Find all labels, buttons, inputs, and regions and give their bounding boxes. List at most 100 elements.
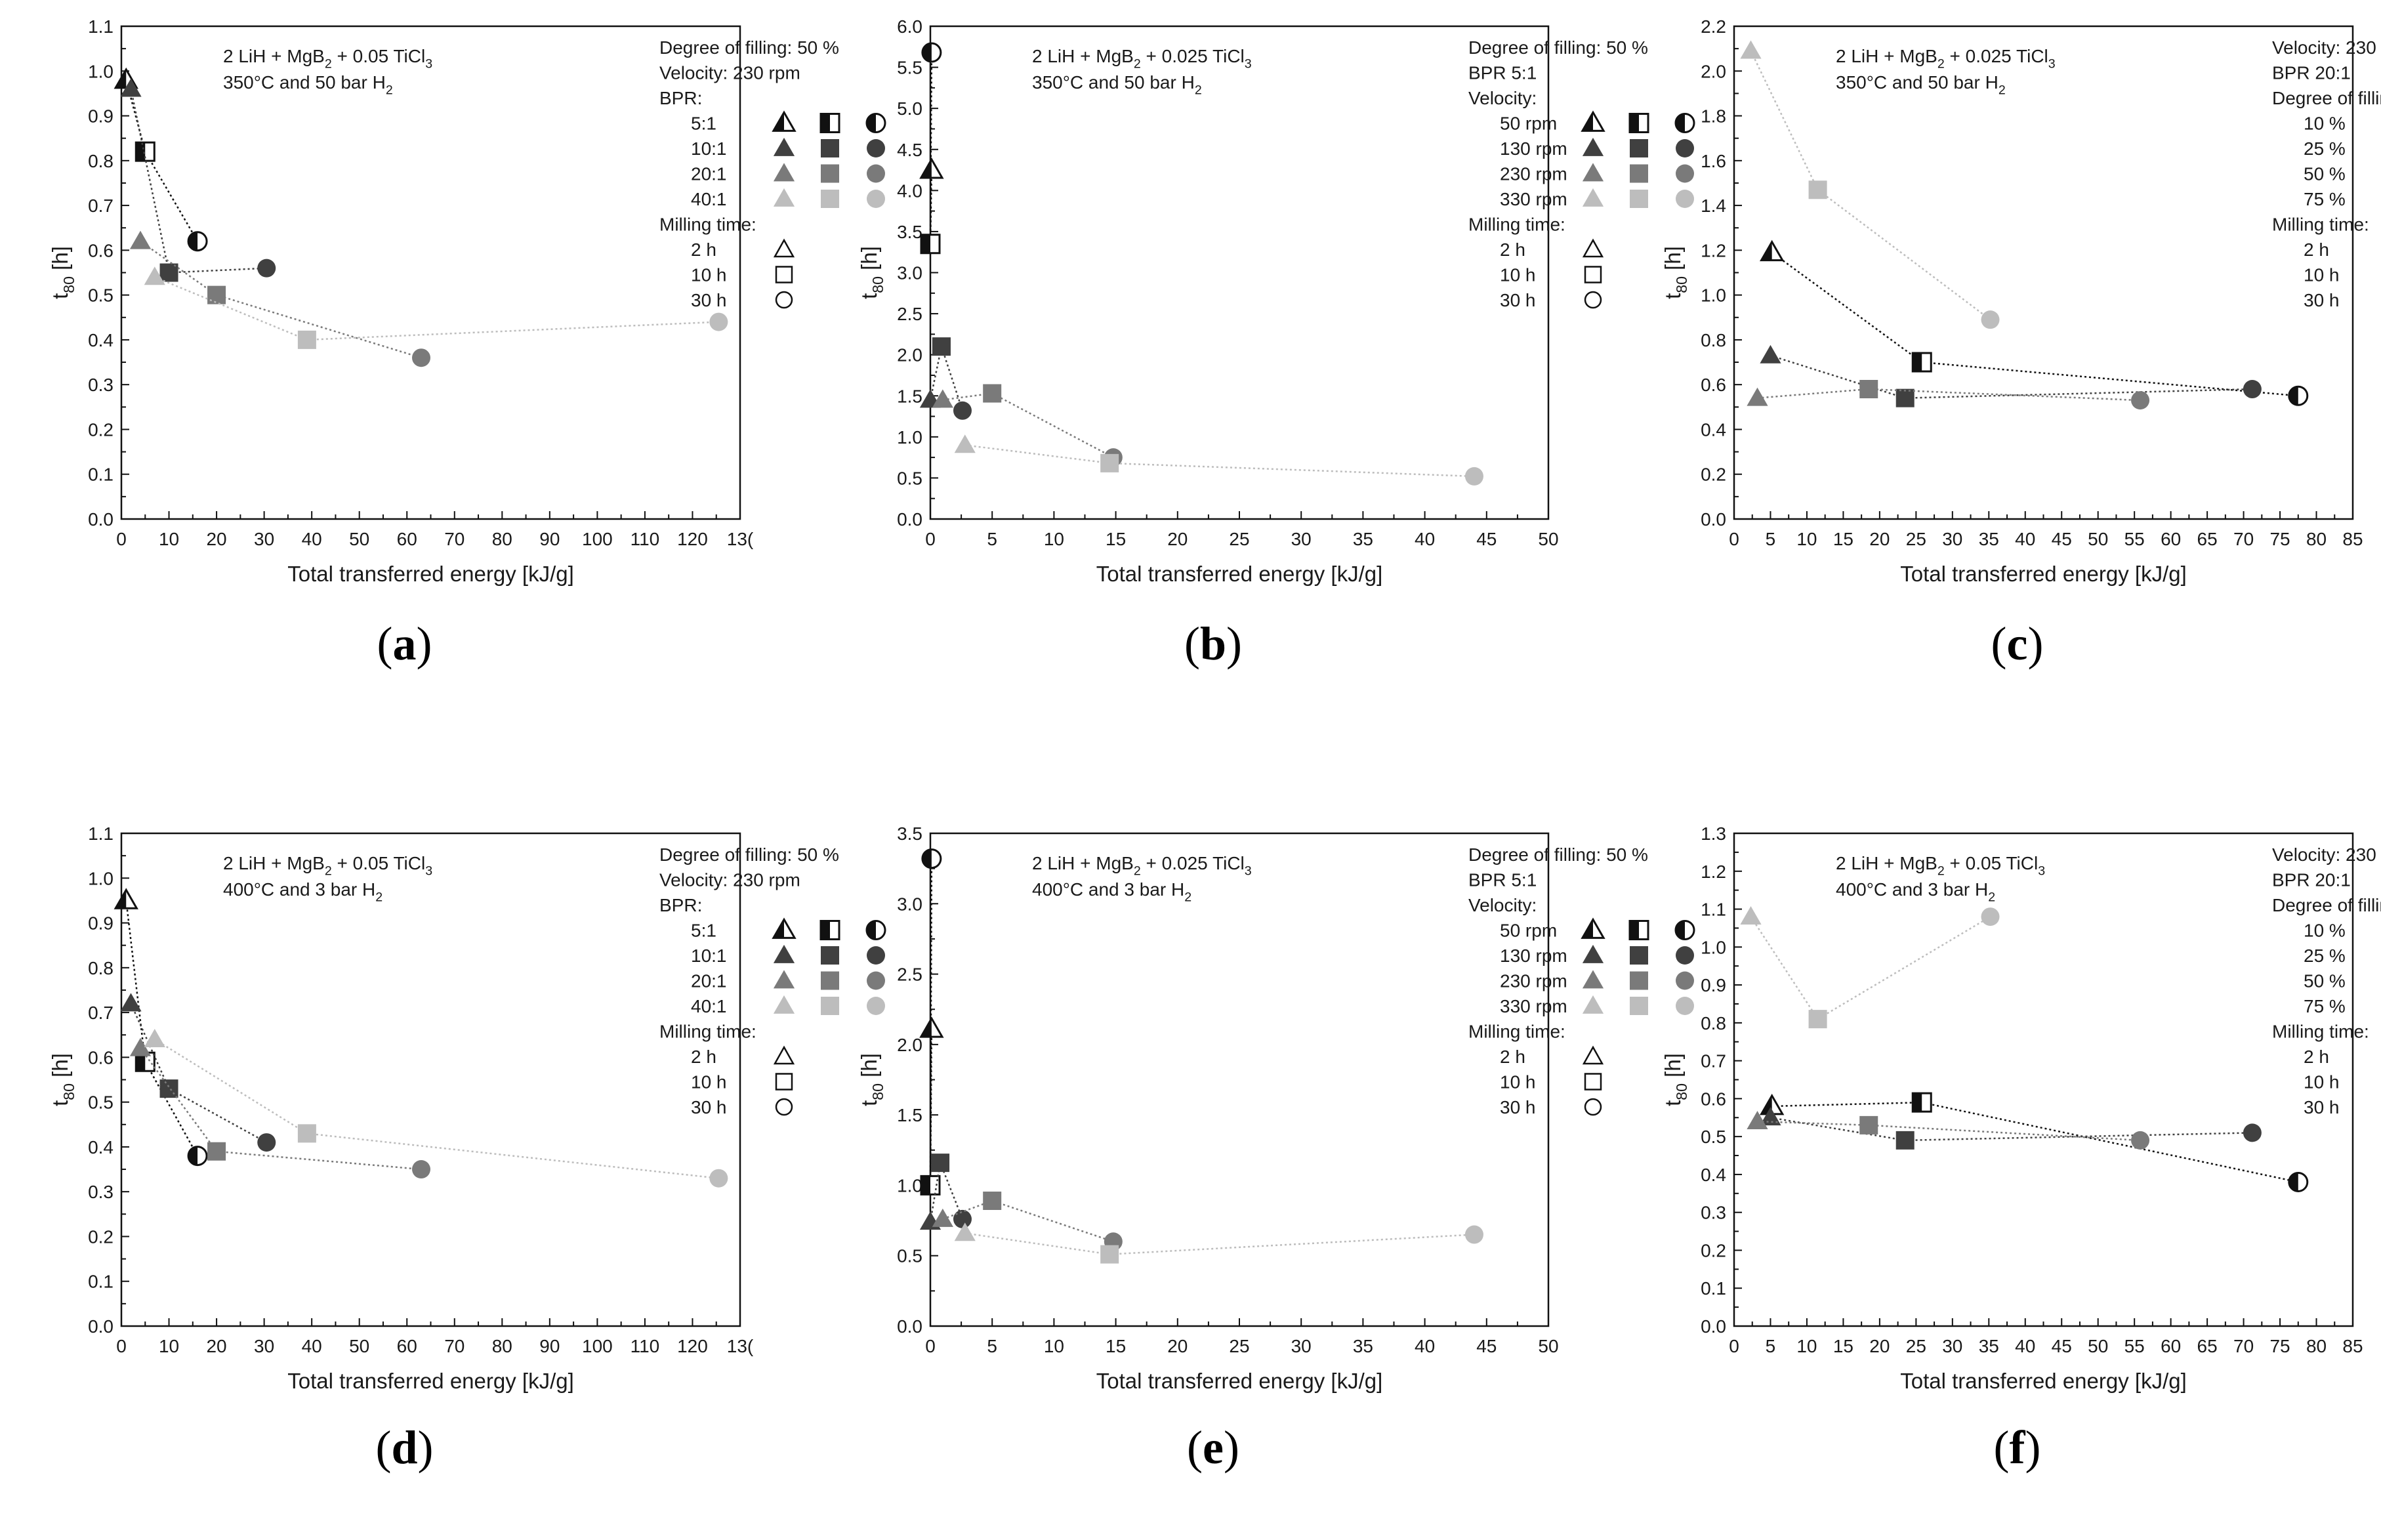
legend-marker-circle	[1676, 971, 1694, 990]
legend-time-label: 30 h	[1500, 1097, 1536, 1117]
y-tick-label: 0.0	[897, 1316, 922, 1337]
y-tick-label: 1.4	[1701, 196, 1726, 216]
y-tick-label: 3.5	[897, 823, 922, 844]
x-axis: 0 10 20 30 40 50 60 70 80 90 100 110 120 13(	[116, 1318, 754, 1356]
legend-open-square	[775, 1073, 793, 1091]
x-tick-label: 30	[254, 1336, 274, 1356]
x-tick-label: 10	[159, 529, 179, 549]
y-tick-label: 1.1	[1701, 900, 1726, 920]
legend-marker-triangle	[1582, 137, 1604, 156]
y-tick-label: 0.6	[1701, 375, 1726, 395]
data-point-circle	[1464, 467, 1483, 486]
series-line	[1757, 1120, 2141, 1142]
data-point-square	[932, 337, 951, 356]
x-tick-label: 40	[1415, 529, 1435, 549]
data-point-square	[1895, 388, 1915, 407]
data-point-triangle	[1747, 1110, 1768, 1129]
legend-marker-circle	[1676, 997, 1694, 1015]
chart-panel-a: 0.0 0.1 0.2 0.3 0.4 0.5 0.6 0.7 0.8 0.9 1.0 1.1 0 10 2…	[48, 16, 886, 586]
y-axis-label: t80​ [h]	[1661, 1053, 1690, 1106]
data-point-triangle	[129, 230, 152, 249]
series-line	[125, 900, 199, 1157]
x-tick-label: 50	[2088, 1336, 2108, 1356]
series-50-	[1747, 1110, 2150, 1150]
x-tick-label: 0	[1729, 1336, 1739, 1356]
x-tick-label: 45	[2052, 1336, 2072, 1356]
data-point-triangle	[144, 266, 165, 285]
legend-marker-square	[821, 997, 839, 1015]
y-tick-label: 1.5	[897, 386, 922, 406]
legend-header: Degree of filling:	[2272, 88, 2381, 108]
legend: Velocity: 230 rpm BPR 20:1 Degree of filli…	[2272, 844, 2381, 1117]
legend-time-label: 10 h	[1500, 1072, 1536, 1093]
data-point-circle	[709, 312, 728, 331]
data-point-triangle	[1760, 1107, 1781, 1126]
legend: Degree of filling: 50 % Velocity: 230 rpm…	[659, 37, 886, 310]
legend-time-label: 10 h	[691, 265, 727, 285]
x-tick-label: 20	[1167, 529, 1188, 549]
chart-panel-c: 0.0 0.2 0.4 0.6 0.8 1.0 1.2 1.4 1.6 1.8 2.0 2.2 0 5 10…	[1661, 16, 2381, 586]
legend-header: BPR 5:1	[1468, 63, 1537, 83]
y-tick-label: 1.3	[1701, 823, 1726, 844]
legend-marker-square	[1630, 971, 1648, 990]
series-10-	[1759, 1092, 2309, 1192]
data-point-triangle	[1747, 387, 1768, 406]
x-tick-label: 30	[254, 529, 274, 549]
chart-title: 2 LiH + MgB2​ + 0.05 TiCl3​400°C and 3 b…	[223, 853, 432, 904]
y-tick-label: 1.1	[88, 823, 114, 844]
legend: Degree of filling: 50 % Velocity: 230 rpm…	[659, 844, 886, 1117]
series-line	[1771, 1101, 2299, 1183]
chart-title-line: 2 LiH + MgB2​ + 0.025 TiCl3​	[1836, 46, 2056, 71]
chart-title-line: 350°C and 50 bar H2​	[1032, 72, 1202, 97]
series-line	[154, 276, 719, 341]
legend-marker-square	[1630, 946, 1648, 965]
y-tick-label: 2.0	[1701, 61, 1726, 81]
x-tick-label: 70	[2233, 1336, 2254, 1356]
y-tick-label: 0.9	[88, 106, 114, 127]
panel-label-d: (d)	[375, 1421, 434, 1474]
data-point-square	[1859, 380, 1878, 399]
y-tick-label: 1.0	[1701, 937, 1726, 957]
legend-row-label: 130 rpm	[1500, 946, 1567, 966]
series-line	[154, 1038, 719, 1179]
x-tick-label: 45	[1476, 529, 1497, 549]
legend-header: Degree of filling: 50 %	[659, 37, 839, 58]
data-point-triangle	[954, 1222, 976, 1241]
x-tick-label: 70	[444, 1336, 465, 1356]
x-axis: 0 5 10 15 20 25 30 35 40 45 50	[925, 511, 1559, 549]
chart-title-line: 350°C and 50 bar H2​	[1836, 72, 2006, 97]
series-75-	[1740, 905, 2000, 1029]
x-tick-label: 45	[1476, 1336, 1497, 1356]
chart-panel-d: 0.0 0.1 0.2 0.3 0.4 0.5 0.6 0.7 0.8 0.9 1.0 1.1 0 10 2…	[48, 823, 886, 1393]
data-point-circle	[187, 231, 208, 252]
chart-title-line: 2 LiH + MgB2​ + 0.05 TiCl3​	[223, 853, 432, 878]
series-130-rpm	[919, 337, 972, 420]
legend-open-circle	[1584, 1098, 1602, 1116]
legend-marker-circle	[865, 113, 886, 133]
legend-marker-square	[1628, 920, 1649, 940]
legend-marker-triangle	[1582, 163, 1604, 182]
legend-row-label: 20:1	[691, 164, 727, 184]
legend-time-label: 30 h	[1500, 290, 1536, 310]
x-tick-label: 35	[1353, 1336, 1373, 1356]
x-tick-label: 10	[1796, 1336, 1817, 1356]
data-point-square	[931, 1154, 950, 1173]
x-tick-label: 50	[1538, 1336, 1558, 1356]
x-tick-label: 15	[1833, 1336, 1853, 1356]
data-point-circle	[1464, 1225, 1483, 1244]
x-tick-label: 120	[677, 529, 708, 549]
x-tick-label: 20	[1869, 529, 1890, 549]
legend-time-label: 30 h	[691, 290, 727, 310]
chart-title-line: 350°C and 50 bar H2​	[223, 72, 393, 97]
legend-marker-square	[821, 946, 839, 965]
y-tick-label: 0.9	[88, 913, 114, 934]
y-tick-label: 2.2	[1701, 16, 1726, 37]
chart-panel-b: 0.00.51.01.52.02.53.03.54.04.55.05.56.00…	[857, 16, 1695, 586]
panel-label-f: (f)	[1993, 1421, 2041, 1474]
legend-open-circle	[1584, 291, 1602, 309]
series-230-rpm	[932, 384, 1123, 467]
legend-marker-square	[1630, 997, 1648, 1015]
legend-row-label: 10 %	[2304, 114, 2346, 134]
y-tick-label: 1.5	[897, 1105, 922, 1125]
series-line	[1750, 51, 1991, 321]
